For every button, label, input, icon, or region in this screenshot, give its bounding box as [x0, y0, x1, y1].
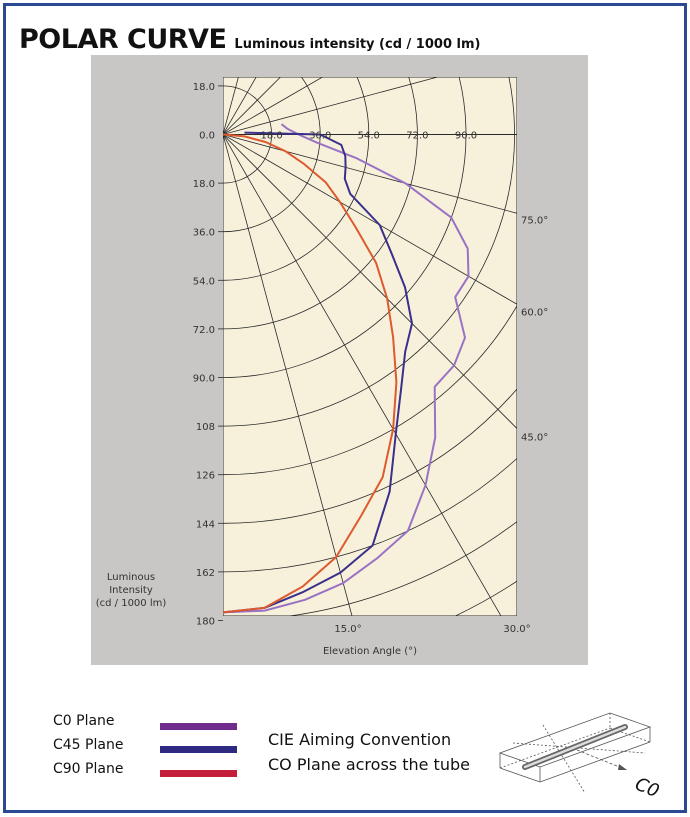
angle-label: 75.0° — [521, 216, 548, 227]
grid-radial — [223, 134, 517, 214]
axis-labels: 18.0 0.0 18.0 36.0 54.0 72.0 90.0 108 126 144 162 1… — [193, 82, 549, 635]
y-tick-label: 0.0 — [199, 131, 215, 142]
legend-label-c90: C90 Plane — [53, 761, 124, 777]
c0-arrow-icon — [576, 749, 628, 771]
c0-diagram-label: C0 — [632, 774, 662, 802]
radial-label: 54.0 — [358, 131, 380, 142]
y-tick-label: 126 — [196, 471, 215, 482]
curve-c45-plane — [223, 131, 413, 614]
polar-chart-svg: 18.0 0.0 18.0 36.0 54.0 72.0 90.0 108 126 144 162 1… — [91, 55, 588, 665]
intensity-curves — [223, 123, 470, 614]
tube-icon — [522, 724, 628, 770]
y-tick-label: 108 — [196, 422, 215, 433]
y-tick-label: 162 — [196, 568, 215, 579]
grid-radial — [223, 134, 353, 616]
y-tick-label: 18.0 — [193, 179, 215, 190]
grid-radial — [223, 134, 517, 430]
y-tick-label: 144 — [196, 519, 215, 530]
grid-radial — [223, 77, 440, 135]
radial-label: 36.0 — [309, 131, 331, 142]
grid-radial — [223, 134, 502, 616]
page-title: POLAR CURVE — [19, 24, 227, 55]
plot-area — [223, 77, 517, 616]
radial-label: 72.0 — [406, 131, 428, 142]
y-axis-title-line3: (cd / 1000 lm) — [96, 598, 167, 609]
x-axis-title: Elevation Angle (°) — [323, 646, 417, 657]
legend-label-c0: C0 Plane — [53, 713, 115, 729]
curve-c0-plane — [223, 123, 470, 614]
curve-c90-plane — [223, 133, 398, 614]
tube-box-svg: C0 — [498, 712, 662, 802]
legend-swatch-c90 — [160, 770, 237, 777]
page-subtitle: Luminous intensity (cd / 1000 lm) — [234, 37, 481, 52]
x-tick-label: 30.0° — [503, 624, 530, 635]
legend-swatch-c45 — [160, 746, 237, 753]
radial-label: 18.0 — [260, 131, 282, 142]
y-tick-label: 18.0 — [193, 82, 215, 93]
angle-label: 45.0° — [521, 433, 548, 444]
legend-swatch-c0 — [160, 723, 237, 730]
tube-orientation-diagram: C0 — [495, 695, 670, 809]
y-axis-title: Luminous Intensity (cd / 1000 lm) — [96, 572, 167, 609]
y-tick-label: 54.0 — [193, 276, 215, 287]
y-tick-label: 72.0 — [193, 325, 215, 336]
box-wireframe — [498, 712, 652, 794]
radial-label: 90.0 — [455, 131, 477, 142]
y-axis-title-line2: Intensity — [109, 585, 153, 596]
grid-radial — [223, 77, 324, 135]
angle-label: 60.0° — [521, 308, 548, 319]
y-tick-label: 90.0 — [193, 374, 215, 385]
x-tick-label: 15.0° — [334, 624, 361, 635]
cie-convention-line2: CO Plane across the tube — [268, 755, 470, 774]
y-tick-label: 36.0 — [193, 228, 215, 239]
grid-radial — [223, 134, 517, 305]
y-axis-title-line1: Luminous — [107, 572, 155, 583]
cie-convention-line1: CIE Aiming Convention — [268, 730, 452, 749]
y-tick-label: 180 — [196, 617, 215, 628]
polar-chart: 18.0 0.0 18.0 36.0 54.0 72.0 90.0 108 126 144 162 1… — [91, 55, 588, 665]
legend-label-c45: C45 Plane — [53, 737, 124, 753]
title-bar: POLAR CURVE Luminous intensity (cd / 1000… — [19, 24, 480, 55]
